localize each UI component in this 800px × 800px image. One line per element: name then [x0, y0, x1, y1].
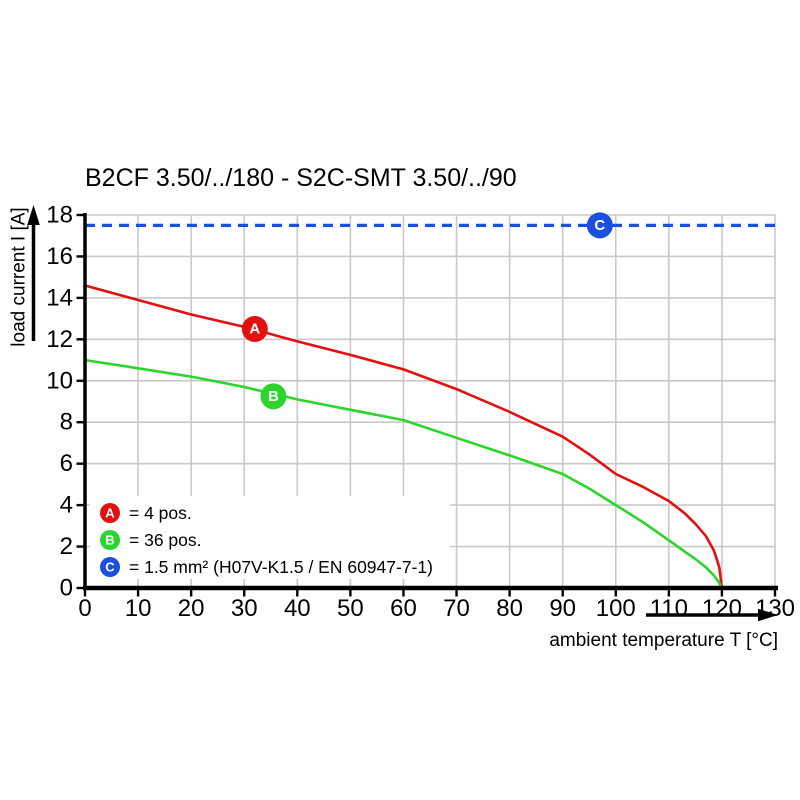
x-tick-label-80: 80 [496, 595, 523, 622]
y-tick-label-6: 6 [60, 450, 73, 477]
y-tick-label-4: 4 [60, 492, 73, 519]
x-tick-label-60: 60 [390, 595, 417, 622]
legend: A = 4 pos. B = 36 pos. C = 1.5 mm² (H07V… [100, 503, 433, 577]
chart-title: B2CF 3.50/../180 - S2C-SMT 3.50/../90 [85, 164, 517, 192]
legend-marker-c-letter: C [105, 560, 115, 575]
x-axis-label-group: ambient temperature T [°C] [549, 608, 778, 651]
y-tick-label-14: 14 [46, 284, 73, 311]
axes [76, 213, 778, 597]
y-tick-label-2: 2 [60, 533, 73, 560]
y-axis-label: load current I [A] [9, 207, 30, 346]
legend-item-c: C = 1.5 mm² (H07V-K1.5 / EN 60947-7-1) [100, 557, 433, 577]
legend-item-b: B = 36 pos. [100, 530, 202, 550]
legend-label-a: = 4 pos. [129, 503, 192, 523]
curve-marker-b-icon [260, 383, 287, 410]
y-tick-label-16: 16 [46, 243, 73, 270]
legend-box [90, 496, 450, 579]
x-tick-label-10: 10 [125, 595, 152, 622]
y-axis-label-group: load current I [A] [9, 205, 40, 347]
x-tick-label-0: 0 [78, 595, 91, 622]
y-tick-label-0: 0 [60, 575, 73, 602]
legend-item-a: A = 4 pos. [100, 503, 192, 523]
curve-marker-a-icon [241, 315, 268, 342]
curve-markers: A B C [241, 212, 613, 410]
legend-label-c: = 1.5 mm² (H07V-K1.5 / EN 60947-7-1) [129, 557, 433, 577]
x-tick-label-50: 50 [337, 595, 364, 622]
legend-marker-b-icon [100, 530, 120, 550]
x-axis-arrow-head-icon [758, 608, 778, 622]
x-tick-label-30: 30 [231, 595, 258, 622]
curve-marker-c-icon [586, 212, 613, 239]
legend-marker-b-letter: B [105, 533, 114, 548]
x-tick-label-120: 120 [702, 595, 742, 622]
series-b-curve [84, 358, 724, 589]
y-tick-label-18: 18 [46, 202, 73, 229]
x-tick-label-40: 40 [284, 595, 311, 622]
y-tick-label-12: 12 [46, 326, 73, 353]
x-axis-label: ambient temperature T [°C] [549, 630, 778, 651]
curve-marker-c-letter: C [594, 217, 605, 234]
y-axis-arrow-head-icon [27, 205, 40, 225]
curve-marker-b-letter: B [268, 388, 279, 405]
y-tick-label-8: 8 [60, 409, 73, 436]
x-tick-label-90: 90 [549, 595, 576, 622]
x-tick-label-100: 100 [596, 595, 636, 622]
x-tick-label-20: 20 [178, 595, 205, 622]
legend-label-b: = 36 pos. [129, 530, 202, 550]
curve-marker-a-letter: A [249, 320, 260, 337]
legend-marker-a-icon [100, 503, 120, 523]
x-tick-label-70: 70 [443, 595, 470, 622]
x-tick-label-110: 110 [650, 595, 688, 622]
legend-marker-a-letter: A [105, 506, 115, 521]
legend-marker-c-icon [100, 557, 120, 577]
y-tick-label-10: 10 [46, 367, 73, 394]
